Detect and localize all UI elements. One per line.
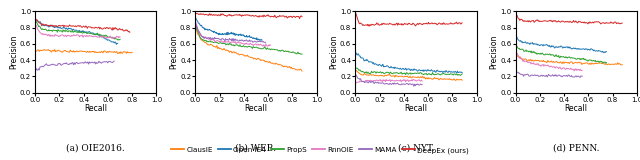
Y-axis label: Precision: Precision xyxy=(490,35,499,69)
Y-axis label: Precision: Precision xyxy=(170,35,179,69)
Text: (b) WEB.: (b) WEB. xyxy=(236,143,276,152)
Y-axis label: Precision: Precision xyxy=(330,35,339,69)
Legend: ClausIE, Open IE4, PropS, RnnOIE, MAMA, DeepEx (ours): ClausIE, Open IE4, PropS, RnnOIE, MAMA, … xyxy=(168,144,472,156)
X-axis label: Recall: Recall xyxy=(564,104,588,113)
Y-axis label: Precision: Precision xyxy=(10,35,19,69)
Text: (d) PENN.: (d) PENN. xyxy=(553,143,600,152)
Text: (c) NYT.: (c) NYT. xyxy=(398,143,435,152)
X-axis label: Recall: Recall xyxy=(404,104,428,113)
X-axis label: Recall: Recall xyxy=(84,104,108,113)
Text: (a) OIE2016.: (a) OIE2016. xyxy=(67,143,125,152)
X-axis label: Recall: Recall xyxy=(244,104,268,113)
